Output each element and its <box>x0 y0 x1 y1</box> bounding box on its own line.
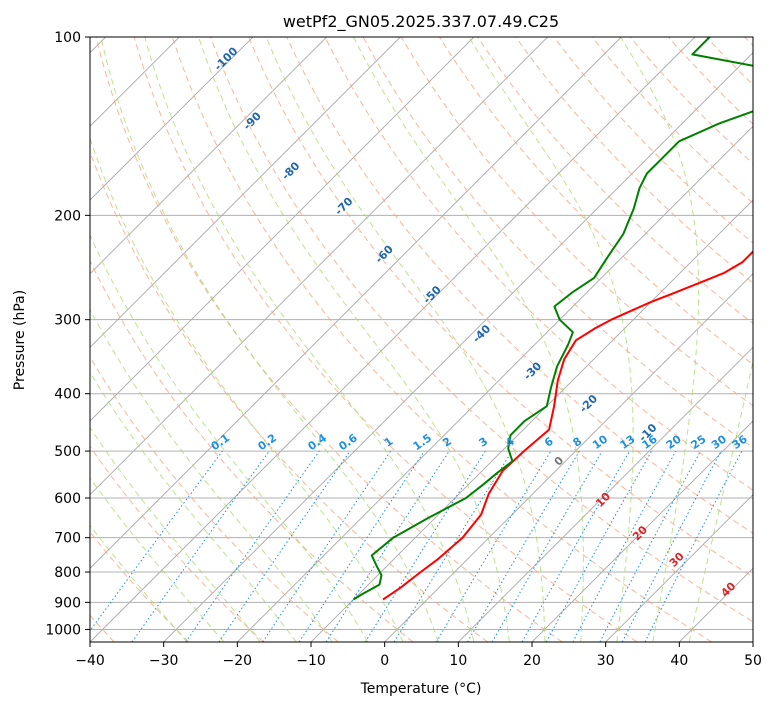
isotherm--60 <box>90 37 549 496</box>
dry-adiabat <box>515 37 753 284</box>
x-tick-label: −20 <box>223 653 253 669</box>
y-tick-label: 600 <box>54 491 81 507</box>
y-tick-label: 400 <box>54 387 81 403</box>
mixing-ratio-line <box>545 450 653 642</box>
moist-adiabat <box>144 37 475 642</box>
mixing-ratio-line <box>393 450 513 642</box>
isotherm--30 <box>163 51 753 642</box>
y-tick-label: 700 <box>54 531 81 547</box>
moist-adiabats <box>90 37 753 642</box>
isotherm--80 <box>90 37 401 349</box>
isotherm-10 <box>457 346 753 642</box>
moist-adiabat <box>90 524 188 642</box>
moist-adiabat <box>265 37 546 642</box>
x-tick-label: 0 <box>380 653 389 669</box>
dry-adiabat <box>133 37 638 642</box>
y-tick-label: 100 <box>54 30 81 46</box>
x-tick-label: −10 <box>296 653 326 669</box>
x-tick-label: 20 <box>523 653 541 669</box>
moist-adiabat <box>90 136 404 642</box>
y-tick-label: 800 <box>54 565 81 581</box>
dry-adiabats <box>90 37 753 642</box>
x-tick-label: 50 <box>744 653 762 669</box>
mixing-ratio-line <box>262 450 392 642</box>
x-tick-label: −40 <box>75 653 105 669</box>
y-tick-label: 500 <box>54 444 81 460</box>
y-axis-title: Pressure (hPa) <box>12 290 28 390</box>
y-tick-label: 1000 <box>45 622 81 638</box>
isotherm--90 <box>90 37 328 275</box>
dry-adiabat <box>210 37 753 623</box>
dry-adiabat <box>324 37 753 491</box>
mixing-ratio-line <box>90 450 223 632</box>
chart-title: wetPf2_GN05.2025.337.07.49.C25 <box>283 12 559 32</box>
isotherm-0 <box>384 272 753 642</box>
sounding-series <box>352 37 753 601</box>
dry-adiabat <box>90 259 414 642</box>
moist-adiabat <box>90 371 297 642</box>
series-temperature <box>382 250 753 601</box>
moist-adiabat <box>353 37 584 642</box>
moist-adiabat <box>90 477 225 642</box>
isotherm--70 <box>90 37 475 422</box>
dry-adiabat <box>90 445 264 642</box>
isotherm-30 <box>605 493 753 642</box>
isotherm--20 <box>236 125 753 642</box>
pressure-gridlines <box>90 37 753 630</box>
x-tick-label: 30 <box>597 653 615 669</box>
mixing-ratio-line <box>521 450 630 642</box>
dry-adiabat <box>629 37 753 165</box>
dry-adiabat <box>591 37 753 204</box>
isotherm--100 <box>90 37 254 201</box>
moist-adiabat <box>198 37 510 642</box>
dry-adiabat <box>477 37 753 325</box>
dry-adiabat <box>362 37 753 449</box>
x-axis-title: Temperature (°C) <box>360 681 482 697</box>
dry-adiabat <box>400 37 753 407</box>
moist-adiabat <box>620 37 700 642</box>
series-dewpoint <box>352 37 753 601</box>
x-tick-label: 40 <box>670 653 688 669</box>
mixing-ratio-line <box>185 450 320 642</box>
plot-frame <box>89 36 754 643</box>
mixing-ratio-line <box>218 450 351 642</box>
y-tick-label: 900 <box>54 595 81 611</box>
mixing-ratio-line <box>572 450 677 642</box>
dry-adiabat <box>248 37 753 578</box>
y-tick-label: 200 <box>54 208 81 224</box>
moist-adiabat <box>100 37 439 642</box>
moist-adiabat <box>688 358 753 642</box>
mixing-ratio-line <box>298 450 425 642</box>
isotherm-gridlines <box>90 37 753 642</box>
dry-adiabat <box>171 37 712 642</box>
mixing-ratio-line <box>644 450 743 642</box>
mixing-ratio-line <box>131 450 270 642</box>
moist-adiabat <box>90 233 369 642</box>
x-tick-label: 10 <box>449 653 467 669</box>
isotherm--50 <box>90 37 622 570</box>
isotherm--40 <box>90 37 696 642</box>
moist-adiabat <box>90 308 333 642</box>
moist-adiabat <box>90 426 261 642</box>
x-axis: −40 −30 −20 −10 0 10 20 30 40 50 <box>75 642 762 669</box>
y-axis: 1000 900 800 700 600 500 400 300 200 100 <box>45 30 90 638</box>
x-tick-label: −30 <box>149 653 179 669</box>
y-tick-label: 300 <box>54 313 81 329</box>
isotherm-20 <box>531 420 753 642</box>
